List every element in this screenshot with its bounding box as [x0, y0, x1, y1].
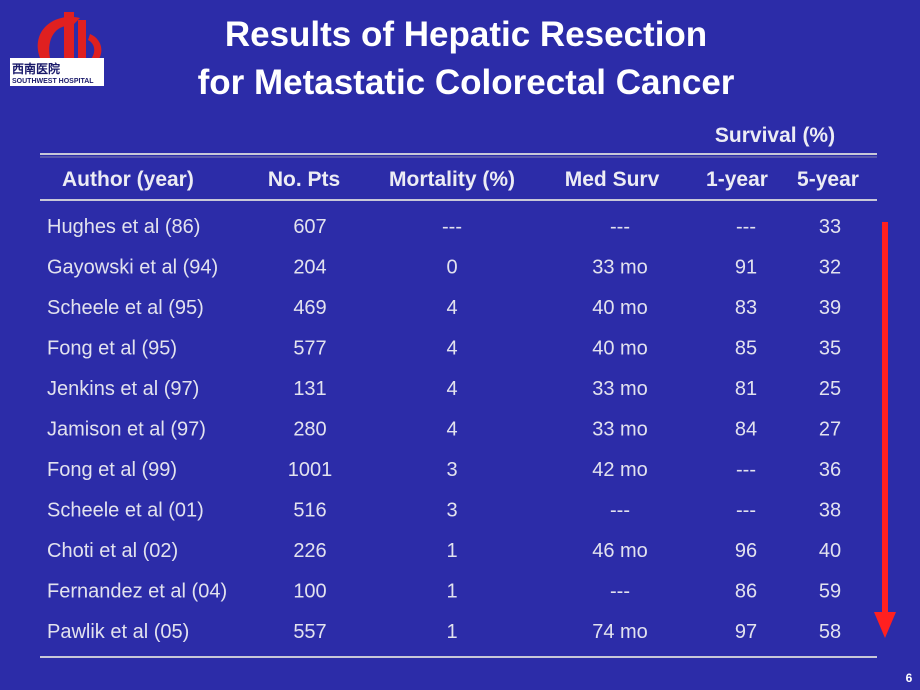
table: Author (year) No. Pts Mortality (%) Med Sur… — [47, 168, 859, 643]
cell: --- — [736, 216, 756, 238]
cell: 1 — [446, 581, 457, 603]
cell: 86 — [735, 581, 757, 603]
title-line: for Metastatic Colorectal Cancer — [198, 63, 735, 102]
cell: 27 — [819, 419, 841, 441]
cell: 32 — [819, 257, 841, 279]
cell: Fernandez et al (04) — [47, 581, 227, 603]
cell: 38 — [819, 500, 841, 522]
cell: 100 — [293, 581, 326, 603]
cell: 46 mo — [592, 540, 648, 562]
cell: 1 — [446, 540, 457, 562]
cell: 74 mo — [592, 621, 648, 643]
cell: 40 — [819, 540, 841, 562]
title-line: Results of Hepatic Resection — [225, 15, 707, 54]
cell: Choti et al (02) — [47, 540, 178, 562]
column-header: 1-year — [706, 168, 768, 191]
cell: 42 mo — [592, 459, 648, 481]
cell: 1 — [446, 621, 457, 643]
page-number: 6 — [906, 671, 913, 685]
cell: 204 — [293, 257, 326, 279]
cell: Jamison et al (97) — [47, 419, 206, 441]
cell: 25 — [819, 378, 841, 400]
cell: 3 — [446, 500, 457, 522]
cell: --- — [610, 216, 630, 238]
cell: 226 — [293, 540, 326, 562]
cell: 36 — [819, 459, 841, 481]
cell: --- — [736, 459, 756, 481]
column-header: Author (year) — [62, 168, 194, 191]
cell: 40 mo — [592, 338, 648, 360]
cell: 59 — [819, 581, 841, 603]
cell: --- — [610, 581, 630, 603]
cell: 33 mo — [592, 419, 648, 441]
cell: 84 — [735, 419, 757, 441]
column-header: No. Pts — [268, 168, 340, 191]
column-header: 5-year — [797, 168, 859, 191]
cell: 4 — [446, 338, 457, 360]
cell: --- — [610, 500, 630, 522]
cell: 4 — [446, 378, 457, 400]
cell: Fong et al (99) — [47, 459, 177, 481]
cell: 4 — [446, 419, 457, 441]
cell: 557 — [293, 621, 326, 643]
cell: Fong et al (95) — [47, 338, 177, 360]
cell: 39 — [819, 297, 841, 319]
cell: 91 — [735, 257, 757, 279]
cell: 58 — [819, 621, 841, 643]
cell: 1001 — [288, 459, 333, 481]
trend-arrow — [874, 222, 896, 638]
cell: Jenkins et al (97) — [47, 378, 199, 400]
cell: Hughes et al (86) — [47, 216, 200, 238]
cell: 83 — [735, 297, 757, 319]
logo-cn: 西南医院 — [12, 61, 60, 76]
cell: 35 — [819, 338, 841, 360]
cell: 3 — [446, 459, 457, 481]
logo-en: SOUTHWEST HOSPITAL — [12, 78, 94, 85]
cell: --- — [736, 500, 756, 522]
cell: 85 — [735, 338, 757, 360]
cell: 0 — [446, 257, 457, 279]
cell: Scheele et al (95) — [47, 297, 204, 319]
cell: 97 — [735, 621, 757, 643]
cell: Scheele et al (01) — [47, 500, 204, 522]
cell: 4 — [446, 297, 457, 319]
cell: --- — [442, 216, 462, 238]
logo: 西南医院 SOUTHWEST HOSPITAL — [10, 12, 104, 86]
cell: 33 — [819, 216, 841, 238]
cell: Gayowski et al (94) — [47, 257, 218, 279]
group-header: Survival (%) — [715, 124, 835, 147]
cell: 81 — [735, 378, 757, 400]
cell: 40 mo — [592, 297, 648, 319]
cell: 469 — [293, 297, 326, 319]
cell: 607 — [293, 216, 326, 238]
cell: Pawlik et al (05) — [47, 621, 189, 643]
cell: 516 — [293, 500, 326, 522]
column-header: Med Surv — [565, 168, 660, 191]
cell: 131 — [293, 378, 326, 400]
cell: 96 — [735, 540, 757, 562]
cell: 280 — [293, 419, 326, 441]
cell: 577 — [293, 338, 326, 360]
cell: 33 mo — [592, 378, 648, 400]
column-header: Mortality (%) — [389, 168, 515, 191]
cell: 33 mo — [592, 257, 648, 279]
